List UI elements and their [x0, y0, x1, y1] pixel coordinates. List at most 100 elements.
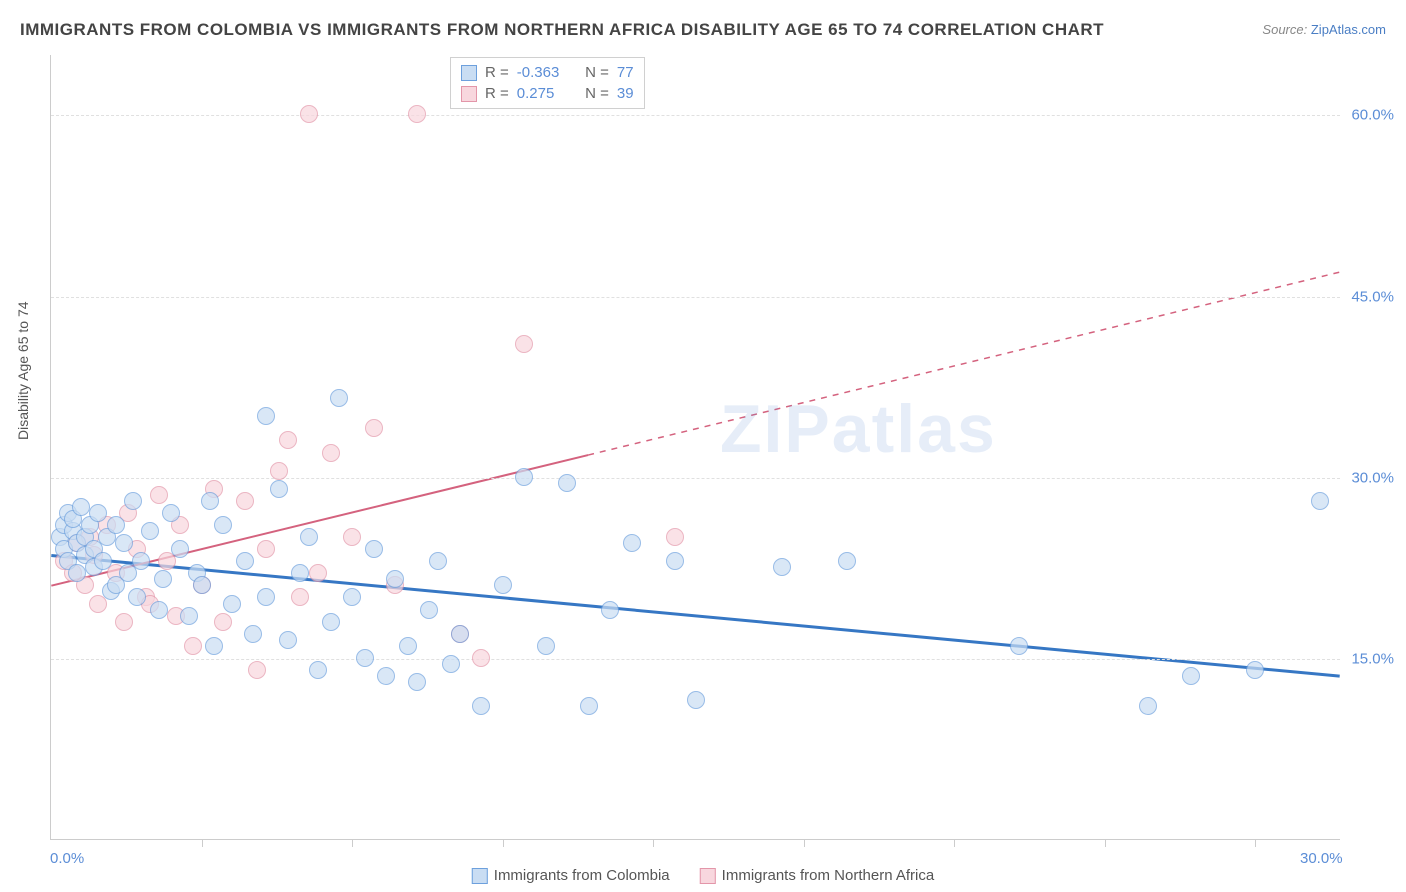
data-point — [223, 595, 241, 613]
data-point — [1182, 667, 1200, 685]
legend-swatch — [700, 868, 716, 884]
data-point — [377, 667, 395, 685]
source-value: ZipAtlas.com — [1311, 22, 1386, 37]
r-label: R = — [485, 85, 509, 102]
data-point — [356, 649, 374, 667]
legend-label: Immigrants from Colombia — [494, 867, 670, 884]
data-point — [365, 540, 383, 558]
r-label: R = — [485, 64, 509, 81]
data-point — [494, 576, 512, 594]
y-tick-label: 15.0% — [1351, 650, 1394, 667]
y-tick-label: 60.0% — [1351, 107, 1394, 124]
data-point — [515, 335, 533, 353]
correlation-row: R = -0.363 N = 77 — [461, 62, 634, 83]
data-point — [214, 516, 232, 534]
data-point — [128, 588, 146, 606]
r-value: 0.275 — [517, 85, 569, 102]
data-point — [623, 534, 641, 552]
data-point — [408, 105, 426, 123]
data-point — [429, 552, 447, 570]
data-point — [322, 613, 340, 631]
x-tick — [1255, 839, 1256, 847]
legend-item: Immigrants from Colombia — [472, 867, 670, 884]
data-point — [124, 492, 142, 510]
data-point — [386, 570, 404, 588]
legend-swatch — [472, 868, 488, 884]
correlation-row: R = 0.275 N = 39 — [461, 83, 634, 104]
data-point — [115, 534, 133, 552]
gridline — [51, 478, 1340, 479]
data-point — [244, 625, 262, 643]
source-attribution: Source: ZipAtlas.com — [1262, 22, 1386, 37]
data-point — [162, 504, 180, 522]
data-point — [408, 673, 426, 691]
data-point — [309, 661, 327, 679]
legend-label: Immigrants from Northern Africa — [722, 867, 935, 884]
data-point — [270, 480, 288, 498]
source-label: Source: — [1262, 22, 1307, 37]
data-point — [343, 528, 361, 546]
data-point — [300, 528, 318, 546]
chart-plot-area — [50, 55, 1340, 840]
data-point — [666, 528, 684, 546]
data-point — [184, 637, 202, 655]
data-point — [1139, 697, 1157, 715]
x-tick-label: 30.0% — [1300, 850, 1343, 867]
data-point — [150, 601, 168, 619]
data-point — [94, 552, 112, 570]
data-point — [205, 637, 223, 655]
data-point — [451, 625, 469, 643]
gridline — [51, 659, 1340, 660]
data-point — [838, 552, 856, 570]
data-point — [201, 492, 219, 510]
data-point — [150, 486, 168, 504]
data-point — [141, 522, 159, 540]
n-label: N = — [577, 85, 609, 102]
x-tick — [352, 839, 353, 847]
data-point — [193, 576, 211, 594]
data-point — [236, 552, 254, 570]
chart-title: IMMIGRANTS FROM COLOMBIA VS IMMIGRANTS F… — [20, 20, 1104, 40]
data-point — [420, 601, 438, 619]
data-point — [279, 631, 297, 649]
data-point — [1311, 492, 1329, 510]
n-value: 77 — [617, 64, 634, 81]
y-axis-label: Disability Age 65 to 74 — [15, 301, 31, 440]
data-point — [291, 564, 309, 582]
x-tick — [653, 839, 654, 847]
legend-swatch — [461, 86, 477, 102]
data-point — [472, 649, 490, 667]
x-tick — [804, 839, 805, 847]
y-tick-label: 45.0% — [1351, 288, 1394, 305]
data-point — [1010, 637, 1028, 655]
trend-line-dashed — [588, 272, 1340, 455]
data-point — [115, 613, 133, 631]
data-point — [279, 431, 297, 449]
data-point — [236, 492, 254, 510]
correlation-legend-box: R = -0.363 N = 77R = 0.275 N = 39 — [450, 57, 645, 109]
data-point — [365, 419, 383, 437]
x-tick — [954, 839, 955, 847]
data-point — [773, 558, 791, 576]
data-point — [107, 516, 125, 534]
x-tick — [202, 839, 203, 847]
data-point — [343, 588, 361, 606]
data-point — [257, 588, 275, 606]
series-legend: Immigrants from Colombia Immigrants from … — [472, 867, 934, 884]
data-point — [330, 389, 348, 407]
data-point — [72, 498, 90, 516]
n-value: 39 — [617, 85, 634, 102]
y-tick-label: 30.0% — [1351, 469, 1394, 486]
data-point — [257, 407, 275, 425]
data-point — [214, 613, 232, 631]
r-value: -0.363 — [517, 64, 569, 81]
data-point — [399, 637, 417, 655]
data-point — [601, 601, 619, 619]
data-point — [68, 564, 86, 582]
data-point — [300, 105, 318, 123]
legend-swatch — [461, 65, 477, 81]
data-point — [322, 444, 340, 462]
data-point — [1246, 661, 1264, 679]
gridline — [51, 115, 1340, 116]
gridline — [51, 297, 1340, 298]
